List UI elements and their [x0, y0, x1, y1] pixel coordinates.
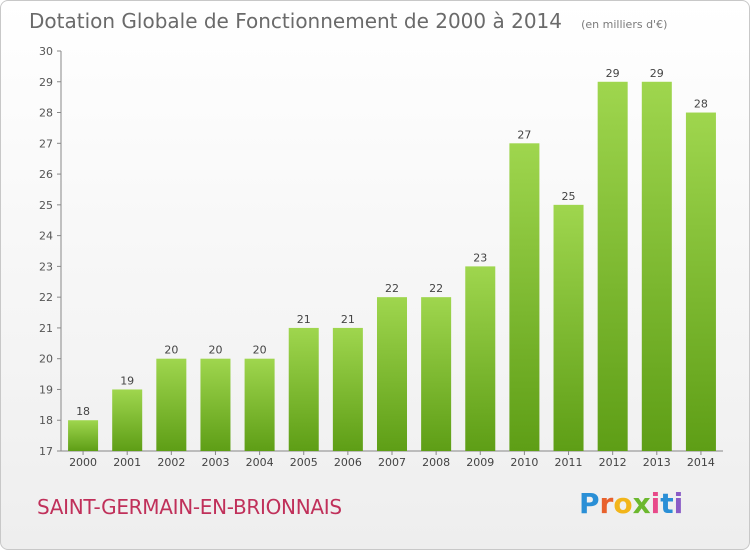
x-tick-label-2002: 2002	[157, 456, 185, 469]
x-tick-label-2006: 2006	[334, 456, 362, 469]
data-label-2013: 29	[650, 67, 664, 80]
data-label-2014: 28	[694, 98, 708, 111]
data-label-2007: 22	[385, 282, 399, 295]
bar-2003	[200, 358, 231, 451]
y-tick-label: 29	[39, 76, 53, 89]
x-tick-label-2010: 2010	[510, 456, 538, 469]
y-tick-label: 24	[39, 230, 53, 243]
x-tick-label-2011: 2011	[555, 456, 583, 469]
data-label-2000: 18	[76, 405, 90, 418]
bar-2002	[156, 358, 187, 451]
x-tick-label-2008: 2008	[422, 456, 450, 469]
x-tick-label-2004: 2004	[246, 456, 274, 469]
x-tick-label-2012: 2012	[599, 456, 627, 469]
y-tick-label: 27	[39, 137, 53, 150]
unit-note: (en milliers d'€)	[581, 18, 668, 31]
x-tick-label-2013: 2013	[643, 456, 671, 469]
data-label-2009: 23	[473, 251, 487, 264]
bar-2007	[376, 297, 408, 451]
y-tick-label: 20	[39, 353, 53, 366]
commune-name: SAINT-GERMAIN-EN-BRIONNAIS	[37, 495, 342, 519]
bar-2005	[288, 327, 319, 451]
bar-2009	[465, 266, 496, 451]
y-tick-label: 22	[39, 291, 53, 304]
y-tick-label: 28	[39, 107, 53, 120]
data-label-2003: 20	[208, 344, 222, 357]
y-tick-label: 17	[39, 445, 53, 458]
data-label-2008: 22	[429, 282, 443, 295]
x-tick-label-2014: 2014	[687, 456, 715, 469]
x-tick-label-2003: 2003	[201, 456, 229, 469]
x-tick-label-2001: 2001	[113, 456, 141, 469]
y-tick-label: 18	[39, 414, 53, 427]
x-tick-label-2000: 2000	[69, 456, 97, 469]
data-label-2002: 20	[164, 344, 178, 357]
data-label-2005: 21	[297, 313, 311, 326]
y-tick-label: 23	[39, 260, 53, 273]
data-label-2001: 19	[120, 374, 134, 387]
data-label-2006: 21	[341, 313, 355, 326]
proxiti-logo: Proxiti	[579, 487, 684, 520]
bar-2011	[553, 204, 584, 451]
y-tick-label: 19	[39, 383, 53, 396]
y-tick-label: 30	[39, 45, 53, 58]
title-block: Dotation Globale de Fonctionnement de 20…	[29, 9, 667, 33]
y-tick-label: 21	[39, 322, 53, 335]
data-label-2010: 27	[517, 128, 531, 141]
bar-2012	[597, 81, 628, 452]
bar-2000	[68, 420, 99, 451]
bar-2014	[685, 112, 716, 452]
bar-2004	[244, 358, 275, 451]
bar-2013	[641, 81, 672, 452]
data-label-2012: 29	[606, 67, 620, 80]
x-tick-label-2009: 2009	[466, 456, 494, 469]
x-tick-label-2005: 2005	[290, 456, 318, 469]
bar-2006	[332, 327, 363, 451]
bar-2001	[112, 389, 143, 451]
x-tick-label-2007: 2007	[378, 456, 406, 469]
data-label-2004: 20	[253, 344, 267, 357]
y-tick-label: 26	[39, 168, 53, 181]
chart-title: Dotation Globale de Fonctionnement de 20…	[29, 9, 562, 33]
bar-2008	[421, 297, 452, 451]
data-label-2011: 25	[562, 190, 576, 203]
y-tick-label: 25	[39, 199, 53, 212]
bar-2010	[509, 143, 540, 452]
